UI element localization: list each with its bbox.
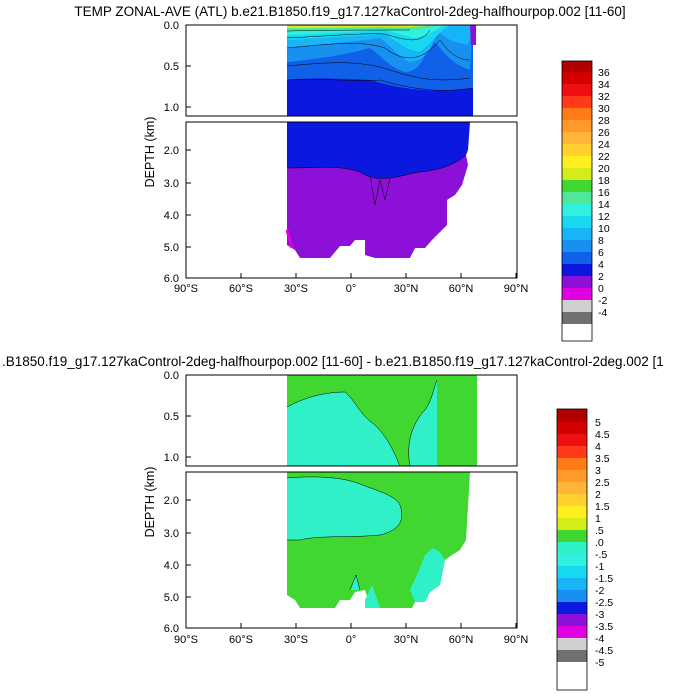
chart-2-colorbar-label: 2.5 — [595, 477, 610, 489]
chart-1-lower-field — [285, 122, 470, 258]
chart-2-upper-frame — [185, 374, 518, 467]
chart-2-colorbar-label: 2 — [595, 489, 601, 501]
chart-2-colorbar-label: 1.5 — [595, 501, 610, 513]
chart-2-x-tick: 30°S — [284, 634, 308, 646]
chart-2-colorbar-label: 4 — [595, 441, 601, 453]
chart-2-colorbar-label: -2 — [595, 585, 604, 597]
chart-1-x-tick: 90°N — [504, 283, 529, 295]
chart-2-colorbar-label: -.5 — [595, 549, 607, 561]
chart-1-title: TEMP ZONAL-AVE (ATL) b.e21.B1850.f19_g17… — [74, 4, 625, 19]
chart-1-colorbar-label: 22 — [598, 151, 610, 163]
chart-1-y-tick: 0.5 — [164, 61, 179, 73]
chart-2-x-tick: 0° — [346, 634, 357, 646]
chart-1-colorbar-label: 36 — [598, 67, 610, 79]
chart-1-y-tick: 4.0 — [164, 210, 179, 222]
chart-1-colorbar-label: 20 — [598, 163, 610, 175]
chart-2-colorbar: 5 4.5 4 3.5 3 2.5 2 1.5 1 .5 .0 -.5 -1 -… — [556, 408, 613, 691]
chart-1-colorbar-label: 12 — [598, 211, 610, 223]
chart-2-colorbar-label: 3.5 — [595, 453, 610, 465]
chart-2-y-tick: 3.0 — [164, 528, 179, 540]
chart-2-title: .B1850.f19_g17.127kaControl-2deg-halfhou… — [2, 354, 664, 369]
chart-2-y-tick: 1.0 — [164, 452, 179, 464]
chart-2-y-label: DEPTH (km) — [143, 467, 157, 538]
chart-2-x-tick: 30°N — [394, 634, 419, 646]
chart-1-colorbar-label: 30 — [598, 103, 610, 115]
chart-2-y-tick: 0.0 — [164, 370, 179, 382]
chart-1-colorbar-label: 4 — [598, 259, 604, 271]
chart-1-y-tick: 1.0 — [164, 102, 179, 114]
chart-2-upper-field — [286, 375, 477, 466]
chart-1: TEMP ZONAL-AVE (ATL) b.e21.B1850.f19_g17… — [74, 4, 626, 342]
chart-1-colorbar-label: 6 — [598, 247, 604, 259]
chart-1-x-tick: 30°S — [284, 283, 308, 295]
chart-2-colorbar-label: -1 — [595, 561, 604, 573]
chart-2-colorbar-label: -4 — [595, 633, 604, 645]
chart-2-colorbar-label: 1 — [595, 513, 601, 525]
chart-1-colorbar-label: 2 — [598, 271, 604, 283]
chart-2-colorbar-label: 4.5 — [595, 429, 610, 441]
chart-1-x-tick: 30°N — [394, 283, 419, 295]
chart-1-upper-frame — [185, 24, 518, 117]
chart-2-colorbar-label: 5 — [595, 417, 601, 429]
chart-2-y-tick: 2.0 — [164, 495, 179, 507]
chart-1-colorbar: 36 34 32 30 28 26 24 22 20 18 16 14 12 1… — [561, 60, 610, 342]
chart-1-y-axis: 0.0 0.5 1.0 2.0 3.0 4.0 5.0 6.0 DEPTH (k… — [143, 20, 191, 285]
chart-1-upper-field — [286, 25, 476, 116]
chart-2: .B1850.f19_g17.127kaControl-2deg-halfhou… — [2, 354, 664, 691]
chart-1-x-tick: 60°N — [449, 283, 474, 295]
chart-1-x-tick: 60°S — [229, 283, 253, 295]
chart-1-colorbar-label: 32 — [598, 91, 610, 103]
chart-2-x-tick: 60°N — [449, 634, 474, 646]
chart-1-y-tick: 3.0 — [164, 178, 179, 190]
chart-1-colorbar-label: 18 — [598, 175, 610, 187]
chart-2-x-axis: 90°S 60°S 30°S 0° 30°N 60°N 90°N — [174, 623, 528, 646]
chart-2-colorbar-label: -4.5 — [595, 645, 613, 657]
chart-1-y-tick: 2.0 — [164, 145, 179, 157]
chart-1-colorbar-label: 24 — [598, 139, 610, 151]
chart-1-y-tick: 6.0 — [164, 273, 179, 285]
chart-2-colorbar-label: .0 — [595, 537, 604, 549]
chart-2-y-tick: 4.0 — [164, 560, 179, 572]
chart-1-y-tick: 0.0 — [164, 20, 179, 32]
chart-1-y-tick: 5.0 — [164, 242, 179, 254]
chart-1-colorbar-label: 14 — [598, 199, 610, 211]
chart-2-colorbar-label: -1.5 — [595, 573, 613, 585]
chart-2-y-axis: 0.0 0.5 1.0 2.0 3.0 4.0 5.0 6.0 DEPTH (k… — [143, 370, 191, 635]
chart-2-x-tick: 90°N — [504, 634, 529, 646]
chart-1-x-tick: 0° — [346, 283, 357, 295]
chart-2-y-tick: 5.0 — [164, 592, 179, 604]
chart-2-x-tick: 60°S — [229, 634, 253, 646]
chart-2-y-tick: 6.0 — [164, 623, 179, 635]
chart-1-x-axis: 90°S 60°S 30°S 0° 30°N 60°N 90°N — [174, 273, 528, 295]
chart-2-colorbar-label: 3 — [595, 465, 601, 477]
chart-2-colorbar-label: -3 — [595, 609, 604, 621]
chart-1-colorbar-label: 0 — [598, 283, 604, 295]
chart-1-colorbar-label: 26 — [598, 127, 610, 139]
chart-1-y-label: DEPTH (km) — [143, 117, 157, 188]
chart-1-colorbar-label: 16 — [598, 187, 610, 199]
chart-1-colorbar-label: 34 — [598, 79, 610, 91]
chart-2-x-tick: 90°S — [174, 634, 198, 646]
chart-2-colorbar-label: -5 — [595, 657, 604, 669]
chart-2-lower-field — [286, 472, 470, 608]
chart-1-colorbar-label: 28 — [598, 115, 610, 127]
chart-1-colorbar-label: -4 — [598, 307, 607, 319]
chart-1-colorbar-label: 8 — [598, 235, 604, 247]
chart-2-y-tick: 0.5 — [164, 411, 179, 423]
chart-1-colorbar-label: -2 — [598, 295, 607, 307]
chart-1-x-tick: 90°S — [174, 283, 198, 295]
chart-2-colorbar-label: .5 — [595, 525, 604, 537]
chart-1-colorbar-label: 10 — [598, 223, 610, 235]
chart-2-colorbar-label: -2.5 — [595, 597, 613, 609]
chart-2-colorbar-label: -3.5 — [595, 621, 613, 633]
